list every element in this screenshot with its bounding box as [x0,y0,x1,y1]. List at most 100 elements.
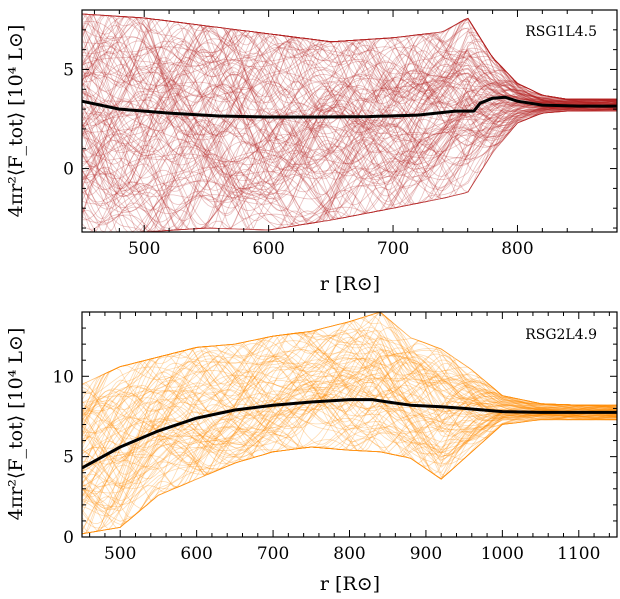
realization-line-rsg1 [82,23,617,136]
realization-line-rsg1 [82,14,617,104]
realization-line-rsg2 [82,356,617,509]
realization-line-rsg2 [82,381,617,535]
realization-line-rsg1 [82,100,617,215]
realization-line-rsg1 [82,83,617,182]
realization-line-rsg1 [82,98,617,229]
realization-line-rsg1 [82,15,617,101]
realization-line-rsg1 [82,26,617,154]
realization-line-rsg1 [82,107,617,230]
realization-line-rsg2 [82,332,617,406]
y-tick-label-rsg1: 0 [63,160,74,180]
realization-line-rsg2 [82,355,617,409]
realization-line-rsg2 [82,390,617,531]
realization-line-rsg1 [82,28,617,116]
realization-line-rsg1 [82,13,617,138]
realization-line-rsg1 [82,74,617,197]
realization-line-rsg1 [82,16,617,116]
realization-line-rsg2 [82,340,617,440]
realization-line-rsg2 [82,415,617,508]
realization-line-rsg1 [82,16,617,127]
realization-line-rsg1 [82,69,617,192]
x-tick-label-rsg2: 500 [104,544,136,564]
realization-line-rsg1 [82,110,617,231]
realization-line-rsg1 [82,42,617,171]
realization-line-rsg2 [82,379,617,535]
realization-line-rsg2 [82,392,617,533]
realization-line-rsg1 [82,75,617,151]
realization-line-rsg2 [82,413,617,517]
realization-line-rsg1 [82,29,617,116]
realization-line-rsg1 [82,69,617,197]
realization-line-rsg1 [82,107,617,232]
realization-line-rsg1 [82,16,617,138]
realization-line-rsg1 [82,104,617,230]
realization-line-rsg1 [82,60,617,196]
realization-line-rsg1 [82,108,617,232]
panel-tag-rsg2: RSG2L4.9 [525,327,597,343]
axis-ticks-rsg1: 500 600 700 800 0 5 [63,9,618,259]
x-tick-label-rsg2: 1100 [557,544,600,564]
realization-line-rsg1 [82,28,617,100]
realization-line-rsg2 [82,346,617,443]
realization-line-rsg1 [82,55,617,181]
realization-line-rsg2 [82,322,617,436]
realization-line-rsg2 [82,409,617,514]
realization-line-rsg1 [82,106,617,232]
realization-line-rsg2 [82,333,617,414]
realization-line-rsg2 [82,343,617,488]
realization-line-rsg1 [82,71,617,191]
realization-line-rsg2 [82,376,617,488]
x-tick-label-rsg1: 800 [501,239,533,259]
realization-line-rsg1 [82,105,617,215]
realization-line-rsg2 [82,312,617,412]
realization-line-rsg1 [82,68,617,191]
realization-line-rsg1 [82,13,617,102]
realization-line-rsg2 [82,345,617,423]
realization-line-rsg2 [82,355,617,469]
realization-line-rsg1 [82,49,617,174]
realization-line-rsg2 [82,338,617,465]
realization-line-rsg1 [82,15,617,119]
realization-line-rsg1 [82,45,617,176]
realization-line-rsg1 [82,23,617,109]
realization-line-rsg2 [82,389,617,525]
realization-line-rsg1 [82,86,617,214]
realization-line-rsg2 [82,329,617,438]
realization-line-rsg2 [82,332,617,429]
y-tick-label-rsg1: 5 [63,60,74,80]
realization-line-rsg1 [82,98,617,214]
x-tick-label-rsg2: 600 [180,544,212,564]
realization-line-rsg1 [82,16,617,104]
realization-line-rsg1 [82,14,617,136]
realization-line-rsg2 [82,362,617,508]
realization-line-rsg1 [82,109,617,226]
realization-line-rsg1 [82,108,617,232]
realization-line-rsg1 [82,27,617,149]
realization-line-rsg1 [82,43,617,160]
realization-line-rsg1 [82,54,617,180]
panel-rsg2: 500 600 700 800 900 1000 1100 0 5 10 RSG2L4.9 r [… [5,311,618,595]
realization-line-rsg1 [82,14,617,119]
x-tick-label-rsg2: 1000 [481,544,524,564]
realization-line-rsg1 [82,105,617,232]
realization-line-rsg1 [82,108,617,231]
realization-line-rsg2 [82,402,617,535]
realization-line-rsg1 [82,90,617,208]
realization-line-rsg1 [82,80,617,191]
y-tick-label-rsg2: 0 [63,528,74,548]
realization-line-rsg1 [82,87,617,210]
realization-line-rsg2 [82,332,617,427]
mean-line-rsg1 [82,95,617,119]
realization-line-rsg1 [82,18,617,120]
realization-line-rsg1 [82,13,617,102]
realization-line-rsg1 [82,105,617,232]
realization-line-rsg1 [82,14,617,137]
realization-line-rsg1 [82,65,617,194]
realization-line-rsg2 [82,320,617,434]
realization-line-rsg1 [82,27,617,137]
realization-line-rsg1 [82,13,617,125]
realization-line-rsg1 [82,13,617,132]
realization-line-rsg2 [82,317,617,422]
realization-line-rsg1 [82,48,617,180]
realization-line-rsg1 [82,16,617,102]
